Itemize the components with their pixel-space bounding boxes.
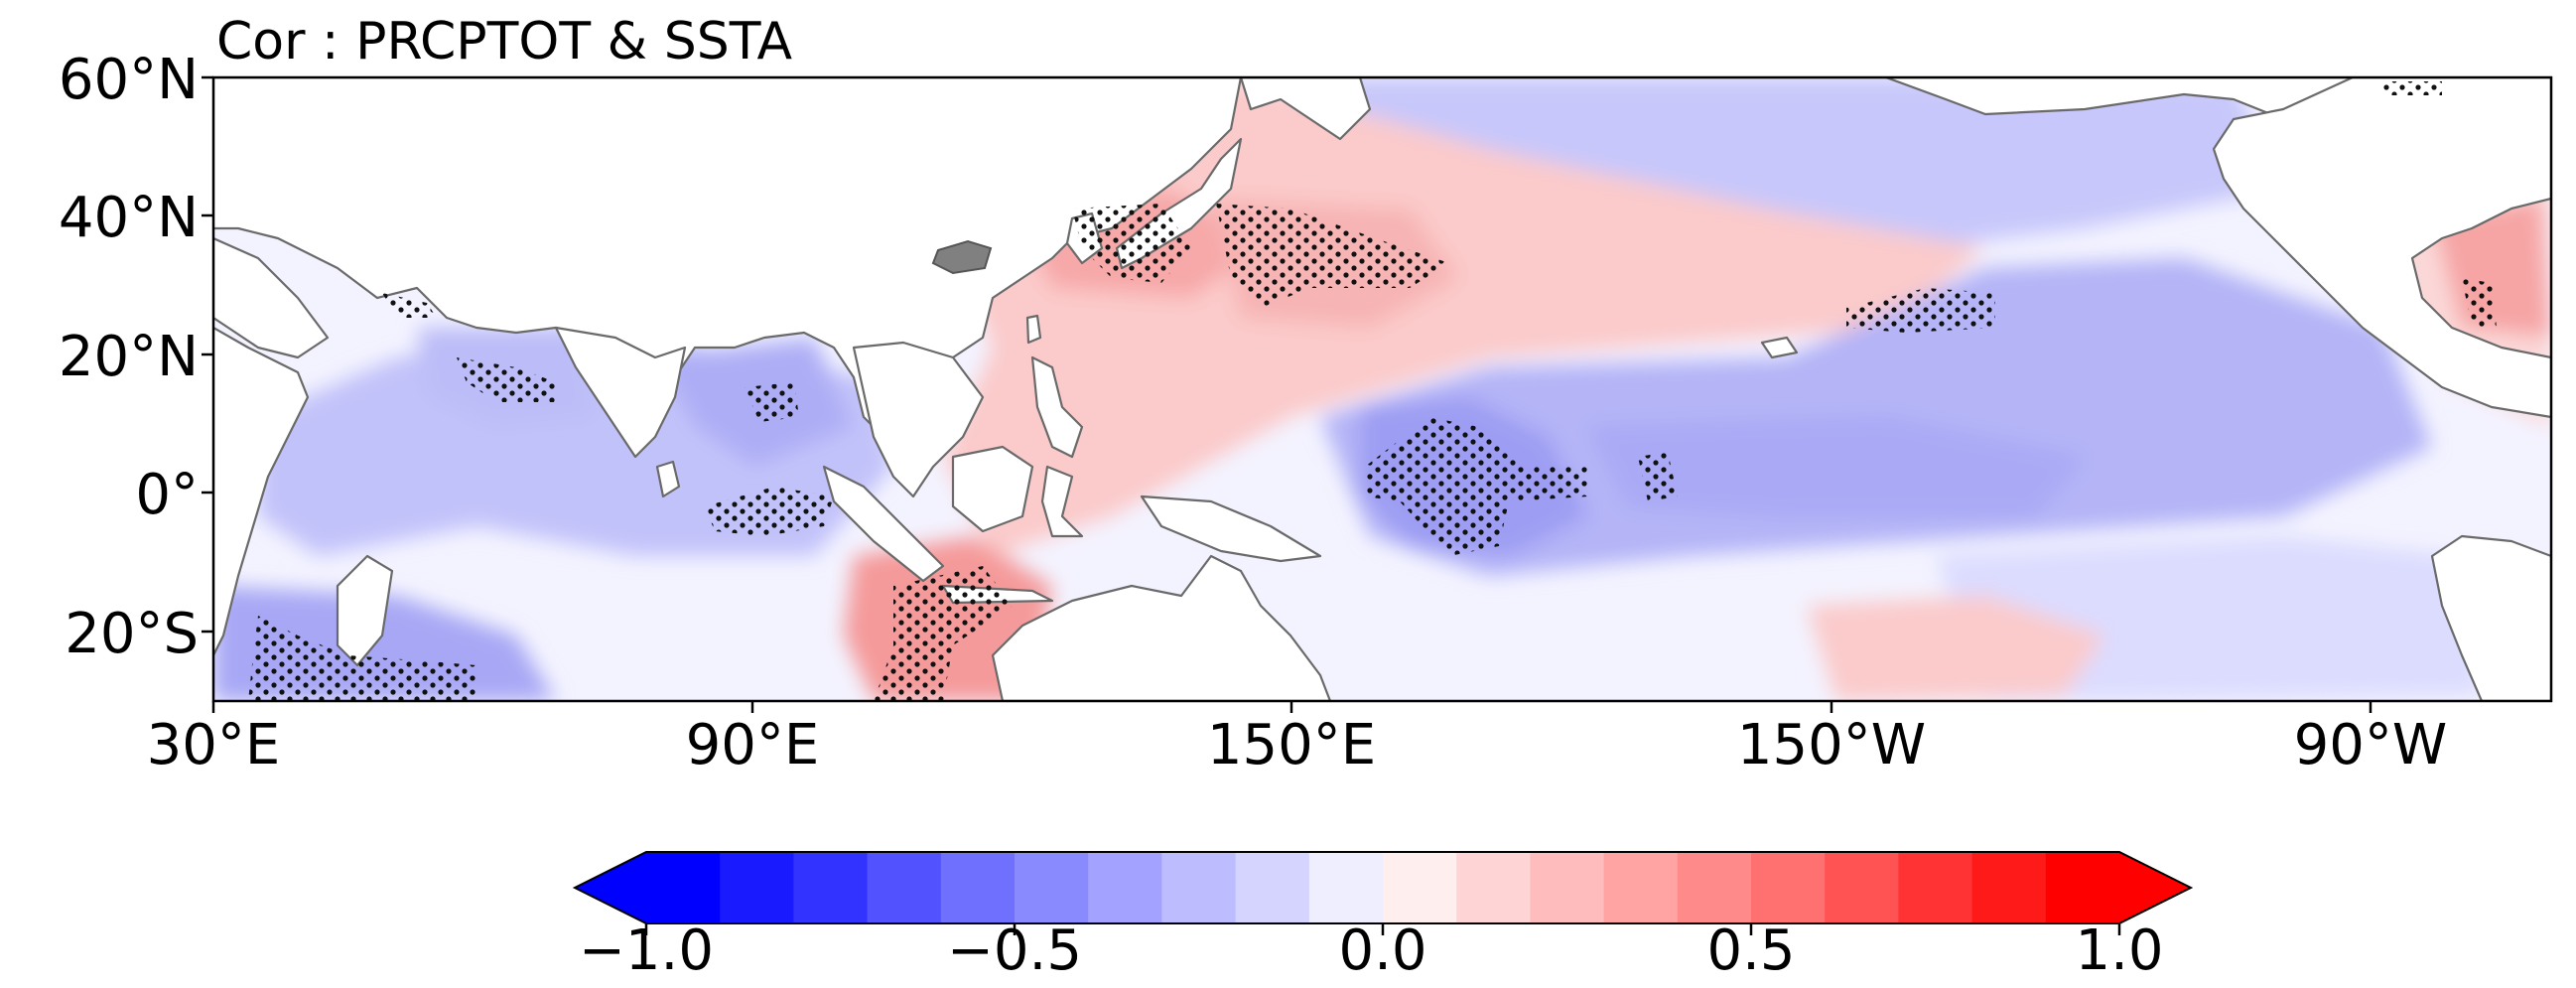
land-taiwan: [1025, 314, 1042, 345]
colorbar-segment: [867, 852, 942, 923]
land-philippines: [1030, 355, 1084, 459]
land-hawaii: [1760, 336, 1799, 359]
land-australia: [991, 554, 1332, 701]
lat-tick-20n: 20°N: [58, 325, 199, 389]
land-south-america: [2430, 534, 2551, 701]
colorbar-segment: [2045, 852, 2120, 923]
stipple-west-australia: [874, 566, 1013, 701]
colorbar-tick-0: 0.0: [1338, 918, 1427, 983]
colorbar-segment: [1677, 852, 1752, 923]
negative-field-central-pacific: [1320, 258, 2432, 576]
stipple-bay-of-bengal: [745, 382, 799, 422]
lon-tick-150e: 150°E: [1206, 713, 1377, 777]
positive-field-gulf: [2432, 199, 2551, 338]
land-indochina: [852, 341, 985, 498]
colorbar-tick-minus-0-5: −0.5: [947, 918, 1082, 983]
stipple-indian-equatorial: [705, 487, 834, 536]
colorbar-segment: [1751, 852, 1826, 923]
stipple-red-sea: [382, 293, 437, 318]
lat-tick-60n: 60°N: [58, 48, 199, 112]
colorbar-segment: [793, 852, 869, 923]
colorbar-tick-0-5: 0.5: [1706, 918, 1796, 983]
lat-tick-40n: 40°N: [58, 186, 199, 250]
land-east-africa: [213, 326, 310, 657]
colorbar-segment: [1971, 852, 2047, 923]
colorbar-segment: [1015, 852, 1089, 923]
colorbar-segment: [1235, 852, 1310, 923]
masked-land-patch: [931, 239, 993, 275]
stipple-northwest-pacific: [1216, 204, 1449, 308]
map-title: Cor : PRCPTOT & SSTA: [216, 12, 793, 71]
lon-tick-30e: 30°E: [146, 713, 281, 777]
land-north-america: [2212, 77, 2551, 419]
stipple-north-central-pacific: [1846, 288, 1995, 333]
colorbar-segment: [1603, 852, 1679, 923]
lon-tick-90w: 90°W: [2293, 713, 2448, 777]
colorbar-extend-max: [2119, 852, 2191, 923]
land-arabia: [213, 236, 330, 359]
colorbar-extend-min: [575, 852, 646, 923]
stipple-bering: [2382, 81, 2442, 95]
land-sulawesi: [1040, 465, 1084, 538]
colorbar-segment: [1161, 852, 1237, 923]
land-new-guinea: [1140, 494, 1322, 563]
stipple-gulf: [2462, 278, 2497, 328]
lat-tick-equator: 0°: [135, 463, 199, 527]
land-kamchatka: [1239, 77, 1372, 141]
land-sri-lanka: [655, 460, 681, 498]
colorbar-segment: [1456, 852, 1531, 923]
stipple-japan: [1072, 204, 1191, 283]
colorbar: [572, 851, 2194, 935]
negative-field-equatorial-east: [1588, 417, 2085, 516]
land-india: [554, 326, 687, 459]
positive-field-south-pacific: [1807, 596, 2104, 701]
colorbar-segment: [720, 852, 794, 923]
land-borneo: [951, 445, 1034, 533]
colorbar-tick-1: 1.0: [2075, 918, 2164, 983]
colorbar-segment: [646, 852, 721, 923]
lon-tick-90e: 90°E: [685, 713, 820, 777]
colorbar-segment: [1825, 852, 1899, 923]
land-madagascar: [336, 554, 394, 667]
colorbar-segment: [1308, 852, 1384, 923]
stipple-south-indian: [248, 616, 476, 701]
map-frame: [211, 75, 2553, 703]
colorbar-segment: [1530, 852, 1605, 923]
land-asia: [213, 77, 1243, 439]
colorbar-tick-minus-1: −1.0: [579, 918, 714, 983]
land-sumatra: [822, 465, 945, 583]
lat-tick-20s: 20°S: [65, 602, 199, 666]
colorbar-segment: [1898, 852, 1973, 923]
stipple-east-equatorial: [1638, 452, 1678, 501]
stipple-arabian-sea: [457, 357, 556, 402]
colorbar-segment: [940, 852, 1016, 923]
lon-tick-150w: 150°W: [1736, 713, 1927, 777]
colorbar-segment: [1088, 852, 1162, 923]
stipple-central-pacific: [1365, 417, 1588, 556]
colorbar-segment: [1383, 852, 1457, 923]
